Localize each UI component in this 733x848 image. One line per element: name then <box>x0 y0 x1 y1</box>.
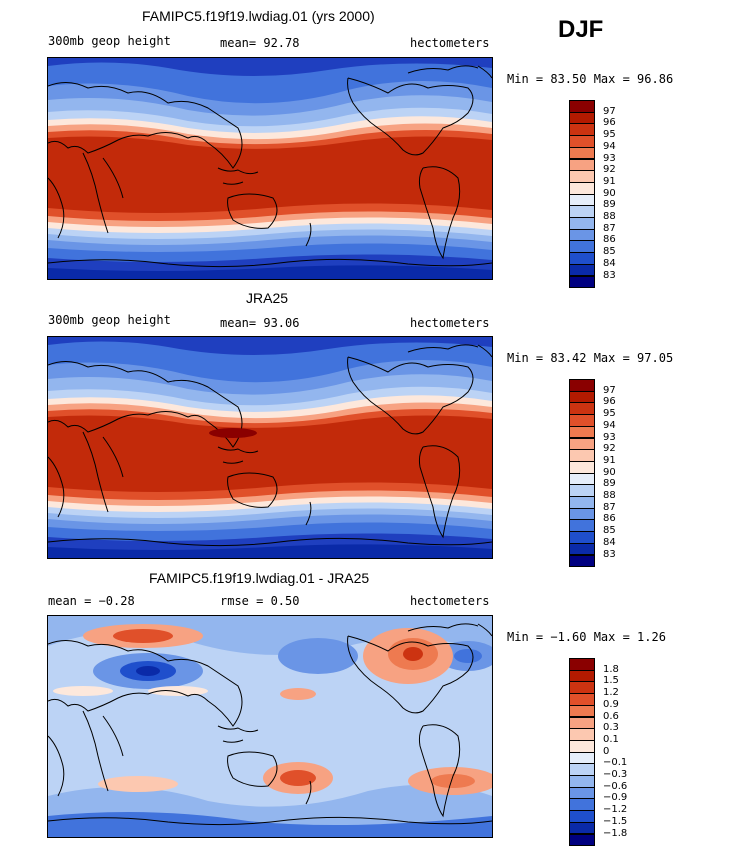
colorbar-tick-label: 86 <box>603 513 616 525</box>
colorbar-tick-label: 1.5 <box>603 675 619 687</box>
map-difference <box>47 615 493 838</box>
mean-label: mean= 93.06 <box>220 316 300 330</box>
colorbar-tick-label: −1.2 <box>603 804 628 816</box>
units-label: hectometers <box>410 316 490 330</box>
colorbar-tick-label: 83 <box>603 269 616 281</box>
map-reanalysis <box>47 336 493 559</box>
colorbar-tick-label: −0.6 <box>603 780 628 792</box>
colorbar-tick-label: 92 <box>603 164 616 176</box>
minmax-label: Min = −1.60 Max = 1.26 <box>507 630 666 644</box>
map-model <box>47 57 493 280</box>
colorbar-tick-label: 0.3 <box>603 722 619 734</box>
panel-title: JRA25 <box>246 290 289 306</box>
minmax-label: Min = 83.50 Max = 96.86 <box>507 72 674 86</box>
colorbar-tick-label: 90 <box>603 466 616 478</box>
colorbar-tick-label: 96 <box>603 396 616 408</box>
colorbar-tick-label: 89 <box>603 199 616 211</box>
colorbar-tick-label: 0.6 <box>603 710 619 722</box>
minmax-label: Min = 83.42 Max = 97.05 <box>507 351 674 365</box>
colorbar-tick-label: 89 <box>603 478 616 490</box>
colorbar-tick-label: −1.8 <box>603 827 628 839</box>
colorbar-tick-label: 95 <box>603 408 616 420</box>
rmse-label: rmse = 0.50 <box>220 594 300 608</box>
colorbar-tick-label: 95 <box>603 129 616 141</box>
colorbar-tick-label: 88 <box>603 490 616 501</box>
max-region <box>209 428 257 438</box>
colorbar-tick-label: 96 <box>603 117 616 129</box>
mean-label: mean= 92.78 <box>220 36 300 50</box>
colorbar-tick-label: −0.9 <box>603 792 628 804</box>
colorbar-tick-label: −0.3 <box>603 769 628 780</box>
variable-label: 300mb geop height <box>48 34 171 48</box>
colorbar-tick-label: 97 <box>603 105 616 117</box>
colorbar-tick-label: 93 <box>603 152 616 164</box>
colorbar-tick-label: 1.2 <box>603 687 619 699</box>
variable-label: 300mb geop height <box>48 313 171 327</box>
colorbar-swatch <box>569 833 595 847</box>
panel-title: FAMIPC5.f19f19.lwdiag.01 - JRA25 <box>149 570 370 586</box>
colorbar-tick-label: 88 <box>603 211 616 222</box>
colorbar-tick-label: 84 <box>603 536 616 548</box>
colorbar-tick-label: 85 <box>603 246 616 258</box>
colorbar-tick-label: 93 <box>603 431 616 443</box>
colorbar-tick-label: 0.1 <box>603 733 619 745</box>
colorbar-tick-label: 86 <box>603 234 616 246</box>
season-label: DJF <box>558 16 604 43</box>
colorbar-tick-label: 84 <box>603 257 616 269</box>
colorbar-tick-label: −0.1 <box>603 757 628 769</box>
colorbar-tick-label: 94 <box>603 419 616 431</box>
colorbar-tick-label: 85 <box>603 525 616 537</box>
colorbar-tick-label: 92 <box>603 443 616 455</box>
colorbar-tick-label: 1.8 <box>603 663 619 675</box>
colorbar-tick-label: 91 <box>603 454 616 466</box>
colorbar-tick-label: 0 <box>603 745 610 757</box>
colorbar-tick-label: 90 <box>603 187 616 199</box>
panel-title: FAMIPC5.f19f19.lwdiag.01 (yrs 2000) <box>142 8 375 24</box>
colorbar-tick-label: −1.5 <box>603 815 628 827</box>
colorbar-tick-label: 91 <box>603 175 616 187</box>
colorbar-swatch <box>569 275 595 289</box>
units-label: hectometers <box>410 594 490 608</box>
colorbar-tick-label: 0.9 <box>603 698 619 710</box>
colorbar-tick-label: 87 <box>603 222 616 234</box>
colorbar-tick-label: 94 <box>603 140 616 152</box>
colorbar-tick-label: 87 <box>603 501 616 513</box>
units-label: hectometers <box>410 36 490 50</box>
colorbar-tick-label: 97 <box>603 384 616 396</box>
colorbar-tick-label: 83 <box>603 548 616 560</box>
map-model-field <box>48 58 492 279</box>
mean-label: mean = −0.28 <box>48 594 135 608</box>
colorbar-swatch <box>569 554 595 568</box>
map-difference-field <box>48 616 492 837</box>
map-reanalysis-field <box>48 337 492 558</box>
